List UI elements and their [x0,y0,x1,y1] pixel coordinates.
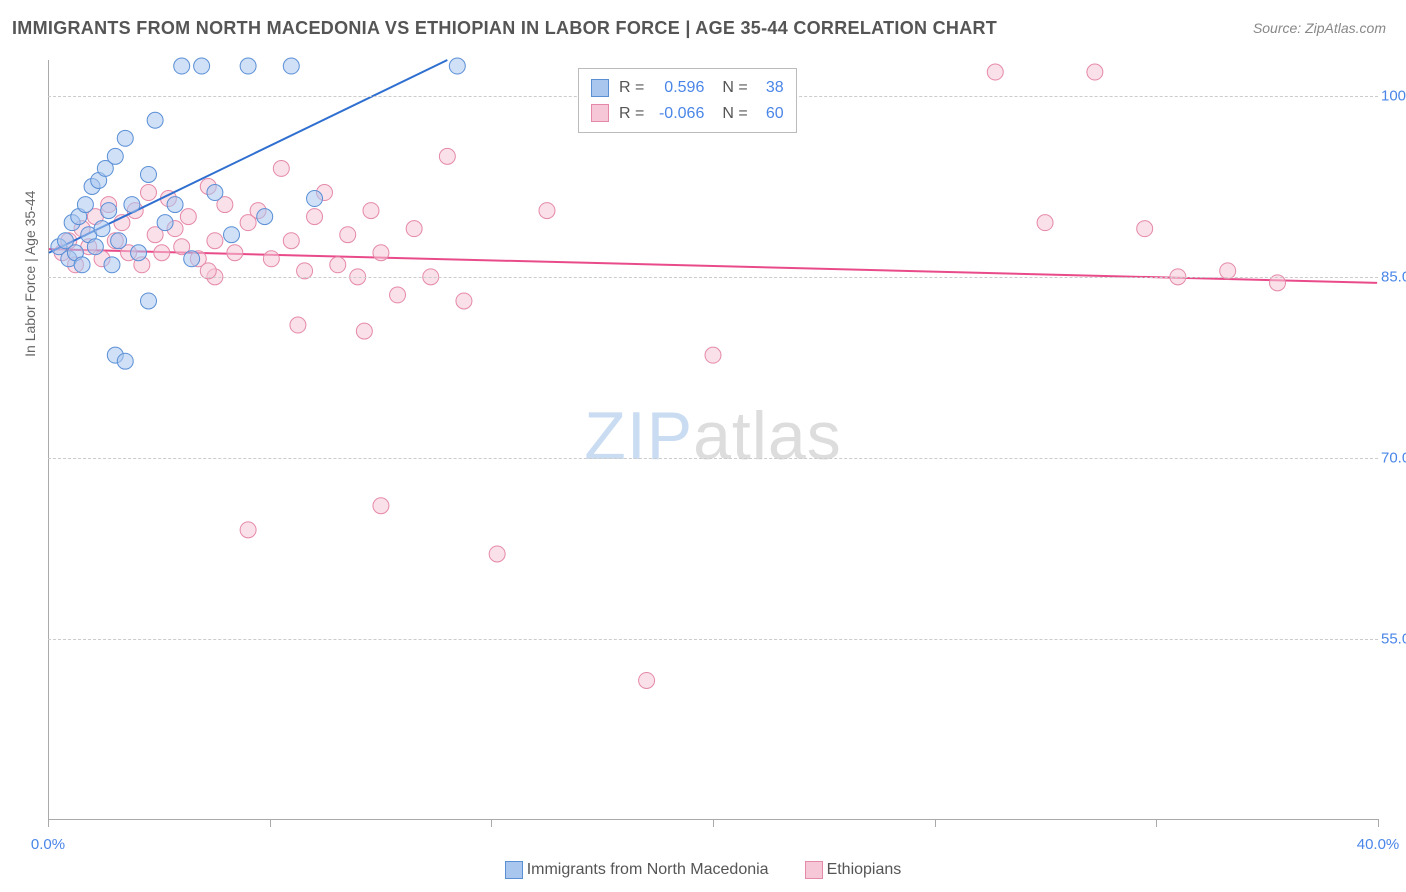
y-axis-title: In Labor Force | Age 35-44 [22,191,38,357]
bottom-legend-label: Immigrants from North Macedonia [527,861,769,879]
data-point-macedonia [240,58,256,74]
source-attribution: Source: ZipAtlas.com [1253,20,1386,36]
stat-n-value: 60 [754,101,784,127]
data-point-macedonia [131,245,147,261]
stat-r-value: -0.066 [650,101,704,127]
x-tick-mark [935,819,936,827]
data-point-ethiopians [290,317,306,333]
data-point-ethiopians [154,245,170,261]
x-tick-mark [270,819,271,827]
grid-line-h [48,458,1378,459]
x-tick-label: 40.0% [1357,836,1400,853]
y-tick-label: 70.0% [1381,450,1406,467]
data-point-macedonia [207,185,223,201]
data-point-macedonia [141,293,157,309]
data-point-macedonia [147,112,163,128]
data-point-ethiopians [240,522,256,538]
data-point-ethiopians [227,245,243,261]
data-point-macedonia [194,58,210,74]
data-point-ethiopians [363,203,379,219]
data-point-macedonia [117,130,133,146]
data-point-macedonia [307,191,323,207]
data-point-ethiopians [373,498,389,514]
data-point-ethiopians [539,203,555,219]
y-tick-label: 55.0% [1381,631,1406,648]
stat-r-value: 0.596 [650,75,704,101]
data-point-macedonia [124,197,140,213]
legend-stats-row: R =-0.066 N = 60 [591,101,784,127]
plot-area: ZIPatlas 55.0%70.0%85.0%100.0%0.0%40.0% … [48,60,1378,820]
x-tick-mark [1378,819,1379,827]
data-point-macedonia [174,58,190,74]
data-point-ethiopians [330,257,346,273]
data-point-ethiopians [390,287,406,303]
stat-n-label: N = [722,75,747,101]
data-point-macedonia [77,197,93,213]
grid-line-h [48,639,1378,640]
chart-title: IMMIGRANTS FROM NORTH MACEDONIA VS ETHIO… [12,18,997,39]
chart-svg [48,60,1378,819]
data-point-ethiopians [373,245,389,261]
x-tick-label: 0.0% [31,836,65,853]
data-point-macedonia [104,257,120,273]
data-point-ethiopians [639,672,655,688]
stat-r-label: R = [619,75,644,101]
data-point-macedonia [74,257,90,273]
data-point-macedonia [107,148,123,164]
stat-r-label: R = [619,101,644,127]
stat-n-value: 38 [754,75,784,101]
data-point-ethiopians [987,64,1003,80]
legend-swatch [591,79,609,97]
data-point-macedonia [167,197,183,213]
data-point-ethiopians [307,209,323,225]
x-tick-mark [713,819,714,827]
data-point-ethiopians [263,251,279,267]
grid-line-h [48,277,1378,278]
data-point-ethiopians [356,323,372,339]
x-tick-mark [491,819,492,827]
y-tick-label: 85.0% [1381,269,1406,286]
data-point-macedonia [101,203,117,219]
legend-stats-box: R =0.596 N = 38 R =-0.066 N = 60 [578,68,797,133]
data-point-ethiopians [406,221,422,237]
data-point-macedonia [283,58,299,74]
data-point-ethiopians [456,293,472,309]
data-point-ethiopians [1137,221,1153,237]
data-point-ethiopians [141,185,157,201]
x-tick-mark [48,819,49,827]
legend-stats-row: R =0.596 N = 38 [591,75,784,101]
x-tick-mark [1156,819,1157,827]
data-point-ethiopians [489,546,505,562]
data-point-ethiopians [273,160,289,176]
data-point-macedonia [117,353,133,369]
data-point-ethiopians [180,209,196,225]
data-point-macedonia [184,251,200,267]
legend-swatch [505,861,523,879]
data-point-macedonia [87,239,103,255]
y-tick-label: 100.0% [1381,88,1406,105]
data-point-ethiopians [1037,215,1053,231]
data-point-ethiopians [207,233,223,249]
data-point-ethiopians [705,347,721,363]
bottom-legend-item: Immigrants from North Macedonia [505,861,769,879]
stat-n-label: N = [722,101,747,127]
data-point-ethiopians [283,233,299,249]
data-point-macedonia [111,233,127,249]
legend-swatch [805,861,823,879]
data-point-ethiopians [340,227,356,243]
data-point-macedonia [94,221,110,237]
data-point-macedonia [257,209,273,225]
bottom-legend-label: Ethiopians [827,861,902,879]
data-point-macedonia [449,58,465,74]
data-point-ethiopians [439,148,455,164]
data-point-macedonia [141,166,157,182]
bottom-legend: Immigrants from North Macedonia Ethiopian… [0,861,1406,884]
legend-swatch [591,104,609,122]
data-point-macedonia [157,215,173,231]
bottom-legend-item: Ethiopians [805,861,902,879]
data-point-ethiopians [1087,64,1103,80]
data-point-macedonia [224,227,240,243]
